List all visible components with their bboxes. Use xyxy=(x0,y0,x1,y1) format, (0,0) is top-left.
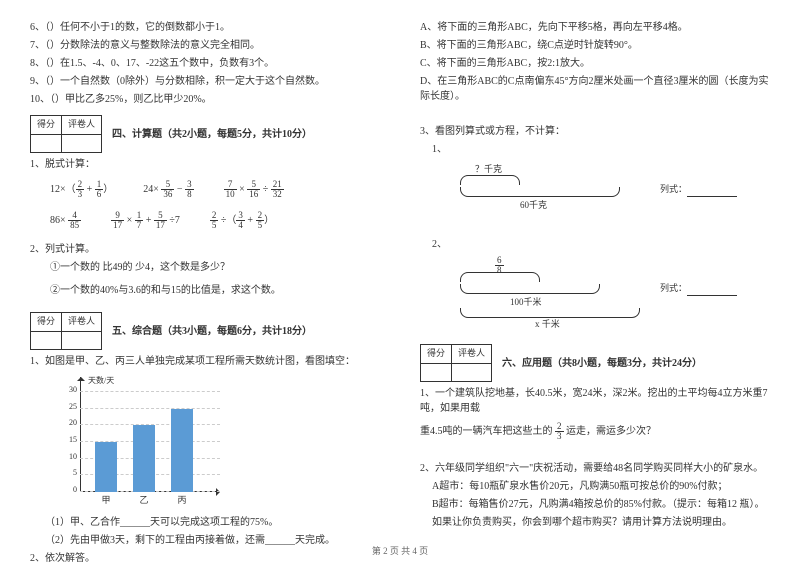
transform-item: D、在三角形ABC的C点南偏东45°方向2厘米处画一个直径3厘米的圆（长度为实际… xyxy=(420,74,770,104)
formula: 24× 536 − 38 xyxy=(143,180,193,199)
judge-item: 10、（）甲比乙多25%，则乙比甲少20%。 xyxy=(30,92,380,107)
comp-sub-1: （1）甲、乙合作______天可以完成这项工程的75%。 xyxy=(45,515,380,530)
transform-item: A、将下面的三角形ABC，先向下平移5格，再向左平移4格。 xyxy=(420,20,770,35)
formula: 710 × 516 ÷ 2132 xyxy=(224,180,284,199)
section-6-header: 得分评卷人 六、应用题（共8小题，每题3分，共计24分） xyxy=(420,344,770,382)
bracket-diagram-2: 68 列式： 100千米 x 千米 xyxy=(460,260,660,330)
app-1-line: 重4.5吨的一辆汽车把这些土的 23 运走，需运多少次？ xyxy=(420,422,770,441)
section-6-title: 六、应用题（共8小题，每题3分，共计24分） xyxy=(502,356,702,371)
reviewer-label: 评卷人 xyxy=(62,116,102,135)
comp-2-label: 2、依次解答。 xyxy=(30,551,380,566)
app-2-line: 2、六年级同学组织"六一"庆祝活动，需要给48名同学购买同样大小的矿泉水。 xyxy=(420,461,770,476)
judge-item: 8、（）在1.5、-4、0、17、-22这五个数中，负数有3个。 xyxy=(30,56,380,71)
calc-1-label: 1、脱式计算： xyxy=(30,157,380,172)
app-2-line: 如果让你负责购买，你会到哪个超市购买？请用计算方法说明理由。 xyxy=(432,515,770,530)
formula-row-2: 86× 485 917 × 17 + 517 ÷7 25 ÷（34 + 25） xyxy=(50,211,380,230)
calc-2-item: ②一个数的40%与3.6的和与15的比值是，求这个数。 xyxy=(50,283,380,298)
calc-2-item: ①一个数的 比49的 少4，这个数是多少？ xyxy=(50,260,380,275)
formula-label: 列式： xyxy=(660,183,737,197)
formula-label: 列式： xyxy=(660,282,737,296)
comp-sub-2: （2）先由甲做3天，剩下的工程由丙接着做，还需______天完成。 xyxy=(45,533,380,548)
formula: 917 × 17 + 517 ÷7 xyxy=(111,211,180,230)
app-2-line: A超市：每10瓶矿泉水售价20元，凡购满50瓶可按总价的90%付款； xyxy=(432,479,770,494)
diag-2-num: 2、 xyxy=(432,237,770,252)
calc-2-label: 2、列式计算。 xyxy=(30,242,380,257)
score-table: 得分评卷人 xyxy=(420,344,492,382)
transform-item: C、将下面的三角形ABC，按2:1放大。 xyxy=(420,56,770,71)
score-label: 得分 xyxy=(31,116,62,135)
app-2-block: 2、六年级同学组织"六一"庆祝活动，需要给48名同学购买同样大小的矿泉水。 A超… xyxy=(420,461,770,530)
bracket-diagram-1: ？千克 列式： 60千克 xyxy=(460,165,660,225)
score-table: 得分评卷人 xyxy=(30,312,102,350)
app-1-line: 1、一个建筑队挖地基，长40.5米，宽24米，深2米。挖出的土平均每4立方米重7… xyxy=(420,386,770,416)
judge-item: 7、（）分数除法的意义与整数除法的意义完全相同。 xyxy=(30,38,380,53)
comp-1-label: 1、如图是甲、乙、丙三人单独完成某项工程所需天数统计图，看图填空： xyxy=(30,354,380,369)
section-5-title: 五、综合题（共3小题，每题6分，共计18分） xyxy=(112,324,312,339)
formula: 12×（23 + 16） xyxy=(50,180,113,199)
judge-item: 9、（）一个自然数（0除外）与分数相除，积一定大于这个自然数。 xyxy=(30,74,380,89)
transform-item: B、将下面的三角形ABC，绕C点逆时针旋转90°。 xyxy=(420,38,770,53)
left-column: 6、（）任何不小于1的数，它的倒数都小于1。 7、（）分数除法的意义与整数除法的… xyxy=(30,20,380,540)
formula: 86× 485 xyxy=(50,211,81,230)
diag-1-num: 1、 xyxy=(432,142,770,157)
judge-item: 6、（）任何不小于1的数，它的倒数都小于1。 xyxy=(30,20,380,35)
section-5-header: 得分评卷人 五、综合题（共3小题，每题6分，共计18分） xyxy=(30,312,380,350)
formula: 25 ÷（34 + 25） xyxy=(210,211,274,230)
formula-row-1: 12×（23 + 16） 24× 536 − 38 710 × 516 ÷ 21… xyxy=(50,180,380,199)
transform-list: A、将下面的三角形ABC，先向下平移5格，再向左平移4格。 B、将下面的三角形A… xyxy=(420,20,770,104)
judge-list: 6、（）任何不小于1的数，它的倒数都小于1。 7、（）分数除法的意义与整数除法的… xyxy=(30,20,380,107)
score-table: 得分评卷人 xyxy=(30,115,102,153)
q3-label: 3、看图列算式或方程，不计算： xyxy=(420,124,770,139)
section-4-header: 得分评卷人 四、计算题（共2小题，每题5分，共计10分） xyxy=(30,115,380,153)
section-4-title: 四、计算题（共2小题，每题5分，共计10分） xyxy=(112,127,312,142)
right-column: A、将下面的三角形ABC，先向下平移5格，再向左平移4格。 B、将下面的三角形A… xyxy=(420,20,770,540)
y-axis-label: 天数/天 xyxy=(88,375,114,387)
bar-chart: 天数/天 051015202530甲乙丙 xyxy=(60,377,220,507)
app-2-line: B超市：每箱售价27元，凡购满4箱按总价的85%付款。（提示：每箱12 瓶）。 xyxy=(432,497,770,512)
